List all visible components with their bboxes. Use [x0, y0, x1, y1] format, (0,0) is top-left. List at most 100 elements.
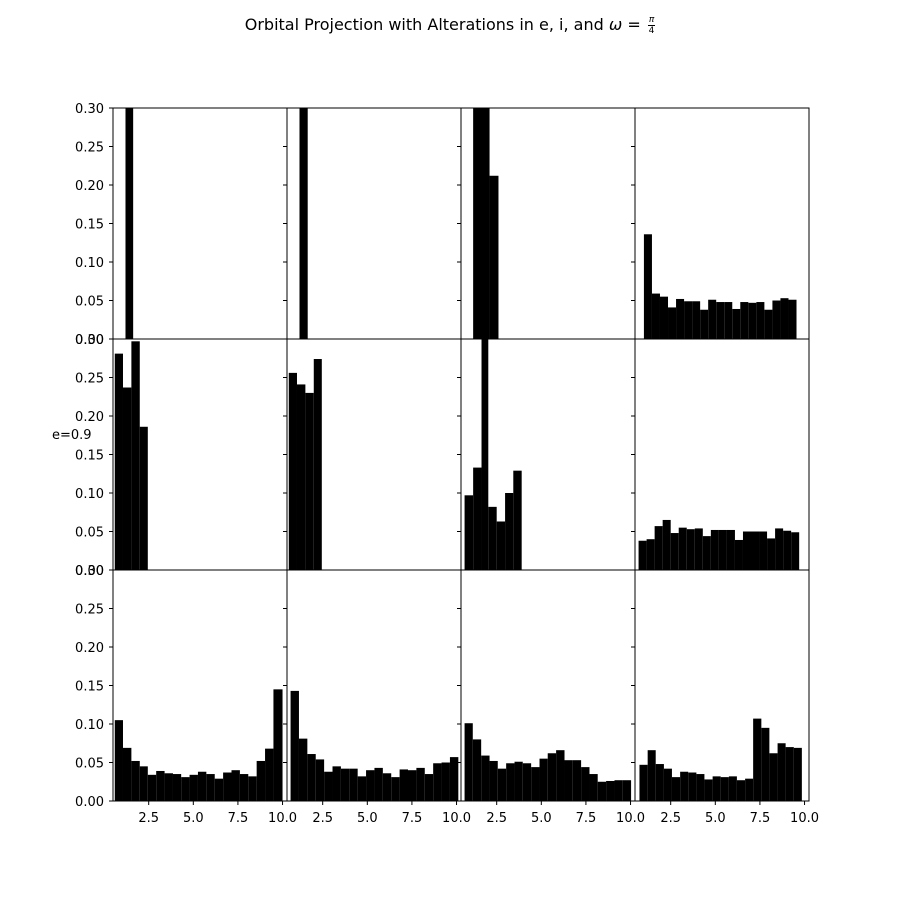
panel-r2-c2 — [457, 569, 636, 805]
histogram-bar — [684, 301, 693, 339]
histogram-bar — [114, 720, 123, 801]
x-tick-label: 2.5 — [486, 811, 507, 826]
panel-r2-c0 — [109, 569, 288, 805]
histogram-bar — [505, 493, 514, 570]
x-tick-label: 5.0 — [531, 811, 552, 826]
histogram-bar — [366, 770, 375, 801]
histogram-bar — [751, 531, 760, 570]
histogram-bar — [708, 299, 717, 339]
histogram-bar — [473, 108, 490, 339]
histogram-bar — [239, 774, 249, 801]
y-tick-label: 0.00 — [75, 564, 104, 579]
histogram-bar — [734, 539, 743, 570]
histogram-bar — [547, 753, 557, 801]
histogram-bar — [513, 470, 522, 570]
histogram-bar — [647, 750, 656, 801]
histogram-bar — [696, 774, 705, 801]
y-tick-label: 0.25 — [75, 603, 104, 618]
panel-r1-c0 — [109, 338, 288, 571]
histogram-bar — [726, 529, 735, 570]
histogram-bar — [638, 540, 647, 570]
histogram-bar — [288, 372, 297, 570]
histogram-bar — [694, 528, 703, 570]
histogram-bar — [433, 763, 442, 801]
panel-r1-c2 — [457, 338, 636, 571]
histogram-bar — [473, 467, 482, 570]
histogram-bar — [753, 718, 762, 801]
histogram-bar — [662, 519, 671, 570]
x-tick-label: 10.0 — [616, 811, 645, 826]
histogram-bar — [305, 392, 314, 570]
title-fraction-numerator: π — [647, 15, 656, 26]
title-equals: = — [627, 15, 641, 34]
histogram-bar — [131, 760, 140, 801]
histogram-bar — [756, 302, 765, 339]
panel-r1-c3 — [631, 338, 810, 571]
y-tick-label: 0.30 — [75, 102, 104, 117]
histogram-bar — [728, 776, 737, 801]
histogram-bar — [614, 780, 623, 801]
histogram-bar — [564, 760, 573, 801]
histogram-bar — [290, 690, 299, 801]
histogram-bar — [659, 296, 669, 339]
histogram-bar — [374, 767, 383, 801]
histogram-bar — [783, 530, 792, 570]
histogram-bar — [646, 539, 655, 570]
histogram-bar — [298, 738, 308, 801]
histogram-bar — [791, 532, 800, 570]
histogram-bar — [772, 300, 781, 339]
histogram-bar — [680, 771, 689, 801]
histogram-bar — [639, 764, 648, 801]
histogram-bar — [759, 531, 768, 570]
histogram-bar — [156, 770, 165, 801]
histogram-bar — [775, 528, 784, 570]
panel-r0-c0 — [109, 107, 288, 340]
histogram-bar — [197, 771, 207, 801]
x-tick-label: 7.5 — [750, 811, 771, 826]
panel-r2-c1 — [283, 569, 462, 805]
histogram-bar — [686, 529, 695, 570]
y-tick-label: 0.15 — [75, 680, 104, 695]
y-tick-label: 0.30 — [75, 564, 104, 579]
histogram-bar — [668, 307, 677, 339]
y-tick-label: 0.25 — [75, 141, 104, 156]
y-tick-label: 0.20 — [75, 641, 104, 656]
histogram-bar — [732, 308, 741, 339]
histogram-bar — [702, 536, 711, 570]
histogram-bar — [408, 770, 417, 801]
histogram-bar — [767, 538, 776, 570]
histogram-bar — [122, 747, 132, 801]
histogram-bar — [606, 780, 615, 801]
histogram-bar — [315, 759, 325, 801]
histogram-bar — [382, 773, 392, 801]
y-tick-label: 0.15 — [75, 218, 104, 233]
histogram-bar — [724, 302, 733, 339]
histogram-bar — [464, 723, 473, 801]
histogram-bar — [357, 776, 367, 801]
histogram-bar — [748, 302, 757, 339]
histogram-bar — [745, 778, 754, 801]
histogram-bar — [464, 495, 474, 570]
row-label: e=0.9 — [52, 428, 92, 443]
histogram-bar — [710, 529, 719, 570]
y-tick-label: 0.10 — [75, 718, 104, 733]
histogram-bar — [223, 772, 232, 801]
histogram-bar — [256, 760, 266, 801]
histogram-bar — [556, 750, 565, 801]
histogram-bar — [189, 774, 198, 801]
histogram-bar — [764, 309, 773, 339]
histogram-bar — [655, 764, 664, 801]
histogram-bar — [488, 506, 497, 570]
panel-r0-c2 — [457, 107, 636, 340]
histogram-bar — [572, 760, 582, 801]
histogram-bar — [716, 302, 725, 339]
histogram-bar — [489, 760, 498, 801]
histogram-bar — [522, 763, 532, 801]
histogram-bar — [131, 341, 140, 570]
title-omega-symbol: ω — [608, 15, 623, 34]
histogram-bar — [307, 754, 316, 801]
histogram-bar — [340, 768, 350, 801]
histogram-bar — [678, 527, 687, 570]
histogram-bar — [489, 175, 499, 339]
